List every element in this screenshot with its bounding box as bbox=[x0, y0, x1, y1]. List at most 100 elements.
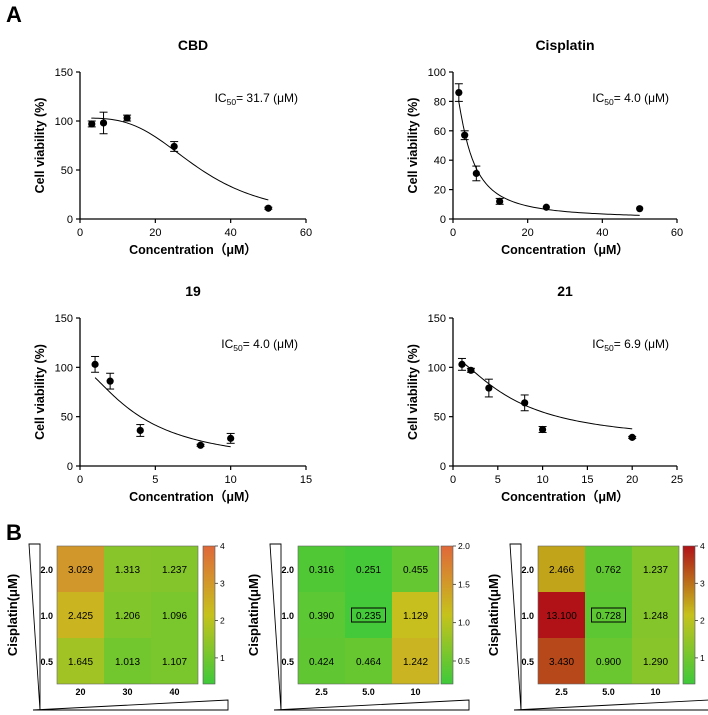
ic50-annotation: IC50= 6.9 (μM) bbox=[592, 337, 669, 353]
y-axis-label: Cell viability (%) bbox=[33, 98, 47, 194]
y-tick-label: 150 bbox=[55, 67, 73, 79]
y-tick-label: 100 bbox=[55, 362, 73, 374]
heatmap-cell-value: 1.248 bbox=[643, 611, 668, 622]
panel-label-b: B bbox=[6, 520, 22, 545]
data-point bbox=[539, 425, 547, 434]
x-tick-label: 20 bbox=[626, 474, 638, 486]
y-tick-label: 50 bbox=[434, 412, 446, 424]
plot-c21: 21 0 5 10 15 20 25 0 50 100 150 Concentration（μM） Ce… bbox=[406, 283, 683, 504]
heatmap-cell bbox=[151, 546, 198, 592]
x-tick-label: 20 bbox=[522, 227, 534, 239]
y-tick-label: 150 bbox=[428, 313, 446, 325]
heatmap-y-label: Cisplatin(μM) bbox=[486, 574, 501, 656]
x-category-label: 5.0 bbox=[362, 687, 375, 697]
ic50-prefix: IC bbox=[221, 337, 233, 351]
heatmap-cell bbox=[392, 592, 439, 638]
y-tick-label: 150 bbox=[55, 313, 73, 325]
heatmap-cell-value: 1.096 bbox=[162, 611, 187, 622]
y-tick-label: 0 bbox=[440, 214, 446, 226]
plot-cbd: CBD 0 20 40 60 0 50 100 150 Concentration（μM） Cell… bbox=[33, 37, 312, 257]
x-category-label: 2.5 bbox=[315, 687, 328, 697]
y-wedge bbox=[269, 543, 282, 711]
y-category-label: 1.0 bbox=[521, 611, 534, 621]
colorbar-tick-label: 0.5 bbox=[458, 656, 470, 666]
heatmap-cell bbox=[632, 592, 679, 638]
data-point bbox=[136, 426, 144, 435]
heatmap-cell-value: 1.645 bbox=[68, 657, 93, 668]
x-category-label: 10 bbox=[410, 687, 420, 697]
ic50-prefix: IC bbox=[592, 337, 604, 351]
heatmap-cell-value: 13.100 bbox=[546, 611, 577, 622]
ic50-value: = 4.0 (μM) bbox=[243, 337, 298, 351]
colorbar-tick-label: 4 bbox=[220, 541, 225, 551]
ic50-value: = 31.7 (μM) bbox=[236, 91, 298, 105]
heatmap-cell-value: 0.728 bbox=[596, 611, 621, 622]
x-wedge bbox=[273, 699, 470, 711]
x-wedge bbox=[32, 699, 229, 711]
heatmap-cell-value: 0.900 bbox=[596, 657, 621, 668]
y-category-label: 1.0 bbox=[281, 611, 294, 621]
heatmap-cell bbox=[151, 592, 198, 638]
heatmap-hm_19: 0.316 0.251 0.455 0.390 0.235 1.129 0.424 0.464… bbox=[246, 541, 470, 711]
colorbar-tick-label: 4 bbox=[700, 541, 705, 551]
heatmap-cell bbox=[57, 638, 104, 684]
x-tick-label: 5 bbox=[152, 474, 158, 486]
x-tick-label: 40 bbox=[225, 227, 237, 239]
colorbar-tick-label: 2 bbox=[700, 616, 705, 626]
ic50-annotation: IC50= 4.0 (μM) bbox=[221, 337, 298, 353]
y-tick-label: 60 bbox=[434, 126, 446, 138]
y-tick-label: 0 bbox=[67, 214, 73, 226]
heatmap-cell bbox=[57, 592, 104, 638]
data-point bbox=[106, 377, 114, 385]
x-axis-label: Concentration（μM） bbox=[129, 489, 257, 504]
colorbar-tick-label: 1.0 bbox=[458, 618, 470, 628]
heatmap-hm_21: 2.466 0.762 1.237 13.100 0.728 1.248 3.430 0.90… bbox=[486, 541, 708, 711]
data-point bbox=[227, 434, 235, 442]
x-tick-label: 15 bbox=[581, 474, 593, 486]
plot-cisplatin: Cisplatin 0 20 40 60 0 20 40 60 80 100 Concentratio… bbox=[406, 37, 683, 257]
data-point bbox=[461, 131, 469, 139]
fit-curve bbox=[461, 361, 633, 430]
data-point bbox=[636, 205, 644, 213]
fit-curve bbox=[458, 100, 640, 216]
data-point bbox=[542, 203, 550, 211]
x-category-label: 2.5 bbox=[555, 687, 568, 697]
ic50-prefix: IC bbox=[215, 91, 227, 105]
data-point bbox=[458, 360, 466, 368]
y-axis-label: Cell viability (%) bbox=[406, 344, 420, 440]
y-axis-label: Cell viability (%) bbox=[406, 98, 420, 194]
colorbar-tick-label: 2.0 bbox=[458, 541, 470, 551]
data-point bbox=[472, 169, 480, 178]
ic50-subscript: 50 bbox=[604, 97, 614, 107]
heatmap-cell bbox=[538, 638, 585, 684]
heatmap-cell-value: 3.430 bbox=[549, 657, 574, 668]
colorbar-tick-label: 3 bbox=[220, 578, 225, 588]
x-tick-label: 10 bbox=[225, 474, 237, 486]
heatmap-cell bbox=[345, 638, 392, 684]
plot-title: 19 bbox=[185, 283, 201, 299]
heatmap-cell-value: 1.313 bbox=[115, 565, 140, 576]
heatmap-frame bbox=[297, 545, 440, 685]
heatmap-cell bbox=[104, 592, 151, 638]
x-tick-label: 40 bbox=[596, 227, 608, 239]
heatmap-cell-value: 1.237 bbox=[162, 565, 187, 576]
data-point bbox=[170, 142, 178, 151]
data-point bbox=[628, 433, 636, 441]
x-tick-label: 25 bbox=[671, 474, 683, 486]
plot-title: CBD bbox=[178, 37, 208, 53]
ic50-subscript: 50 bbox=[233, 343, 243, 353]
heatmap-cell bbox=[538, 546, 585, 592]
heatmap-cell bbox=[392, 546, 439, 592]
heatmap-cell-value: 1.107 bbox=[162, 657, 187, 668]
colorbar bbox=[440, 545, 454, 685]
colorbar bbox=[682, 545, 696, 685]
heatmap-cell-value: 1.013 bbox=[115, 657, 140, 668]
x-tick-label: 5 bbox=[495, 474, 501, 486]
plot-title: 21 bbox=[557, 283, 573, 299]
data-point bbox=[196, 441, 205, 449]
ic50-subscript: 50 bbox=[604, 343, 614, 353]
colorbar-tick-label: 1 bbox=[700, 653, 705, 663]
data-point bbox=[264, 204, 272, 212]
ic50-value: = 4.0 (μM) bbox=[614, 91, 669, 105]
heatmap-cell-value: 0.762 bbox=[596, 565, 621, 576]
